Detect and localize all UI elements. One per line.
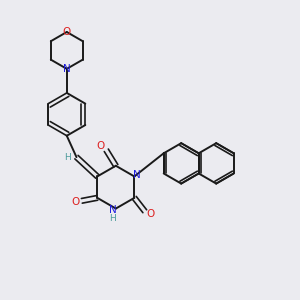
Text: O: O (147, 209, 155, 219)
Text: N: N (134, 170, 141, 180)
Text: O: O (72, 197, 80, 207)
Text: N: N (63, 64, 71, 74)
Text: H: H (110, 214, 116, 224)
Text: O: O (63, 27, 71, 37)
Text: O: O (97, 141, 105, 151)
Text: H: H (64, 153, 71, 162)
Text: N: N (109, 205, 117, 215)
